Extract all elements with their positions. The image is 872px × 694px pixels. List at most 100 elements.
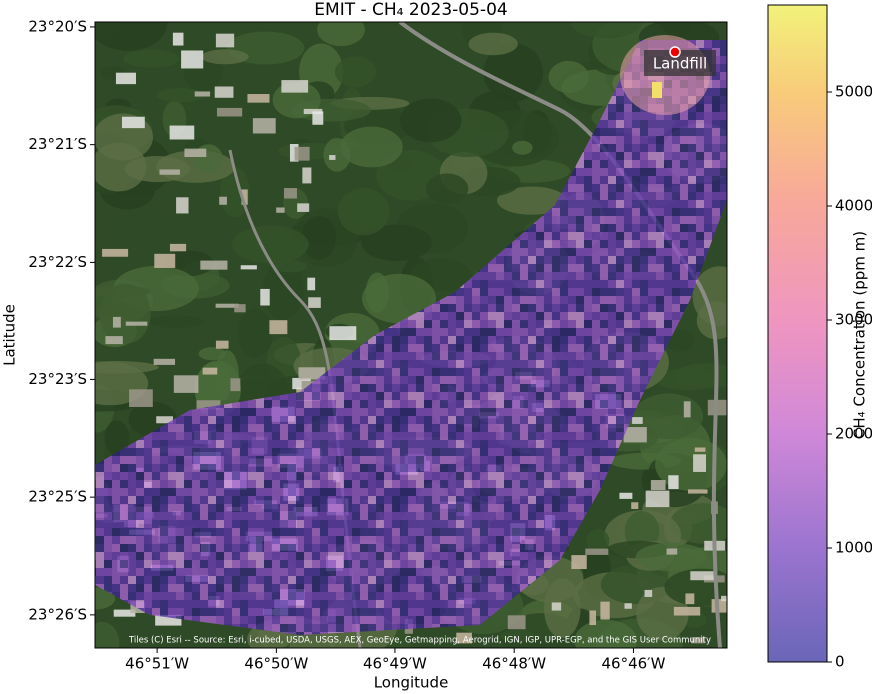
- urban-patch: [105, 336, 123, 345]
- urban-patch: [122, 116, 145, 129]
- terrain-patch: [201, 49, 249, 65]
- urban-patch: [644, 589, 653, 597]
- urban-patch: [125, 321, 148, 326]
- terrain-patch: [399, 98, 462, 143]
- urban-patch: [585, 548, 609, 555]
- terrain-patch: [123, 49, 180, 68]
- urban-patch: [200, 260, 228, 270]
- terrain-patch: [156, 88, 205, 103]
- urban-patch: [252, 118, 276, 134]
- plot-frame: [94, 21, 728, 649]
- urban-patch: [308, 297, 321, 308]
- terrain-patch: [425, 173, 469, 204]
- urban-patch: [650, 480, 666, 491]
- x-tick-label: 46°51′W: [125, 655, 189, 673]
- terrain-patch: [665, 329, 695, 352]
- urban-patch: [216, 107, 243, 117]
- terrain-patch: [95, 142, 147, 192]
- terrain-patch: [323, 137, 351, 172]
- urban-patch: [169, 243, 187, 252]
- urban-patch: [693, 454, 706, 472]
- terrain-patch: [104, 420, 130, 456]
- urban-patch: [184, 148, 207, 158]
- urban-patch: [155, 614, 182, 626]
- urban-patch: [240, 265, 257, 270]
- terrain-patch: [334, 56, 377, 87]
- urban-patch: [623, 427, 647, 443]
- urban-patch: [156, 416, 173, 424]
- urban-patch: [234, 304, 246, 313]
- colorbar-tick-label: 4000: [835, 196, 872, 214]
- urban-patch: [219, 196, 227, 205]
- urban-patch: [202, 367, 218, 375]
- y-axis-label: Latitude: [1, 304, 19, 366]
- urban-patch: [456, 632, 472, 644]
- attribution: Tiles (C) Esri -- Source: Esri, i-cubed,…: [128, 636, 711, 646]
- urban-patch: [102, 248, 129, 257]
- urban-patch: [113, 609, 136, 617]
- urban-patch: [194, 91, 211, 97]
- chart-title: EMIT - CH₄ 2023-05-04: [314, 0, 507, 20]
- terrain-patch: [273, 260, 307, 273]
- urban-patch: [619, 492, 633, 499]
- urban-patch: [153, 358, 176, 365]
- urban-patch: [691, 637, 705, 644]
- terrain-patch: [497, 186, 567, 215]
- urban-patch: [276, 207, 285, 213]
- terrain-patch: [95, 22, 168, 51]
- urban-patch: [707, 399, 727, 416]
- y-tick-label: 23°22′S: [28, 253, 87, 271]
- urban-patch: [683, 401, 691, 418]
- urban-patch: [283, 188, 297, 199]
- urban-patch: [294, 146, 310, 161]
- urban-patch: [129, 389, 153, 407]
- terrain-patch: [262, 260, 304, 320]
- urban-patch: [551, 602, 562, 611]
- urban-patch: [673, 606, 701, 616]
- colorbar-tick-label: 3000: [835, 310, 872, 328]
- y-tick-label: 23°23′S: [28, 370, 87, 388]
- y-tick-label: 23°21′S: [28, 135, 87, 153]
- colorbar-label: CH₄ Concentration (ppm m): [851, 231, 869, 439]
- urban-patch: [685, 593, 695, 605]
- urban-patch: [115, 72, 136, 85]
- urban-patch: [196, 400, 221, 410]
- terrain-patch: [635, 542, 708, 572]
- colorbar-tick-label: 2000: [835, 424, 872, 442]
- urban-patch: [721, 595, 727, 602]
- urban-patch: [687, 489, 708, 494]
- urban-patch: [297, 203, 310, 212]
- terrain-patch: [301, 215, 336, 260]
- urban-patch: [690, 571, 716, 581]
- landfill-marker: [669, 46, 681, 58]
- urban-patch: [645, 490, 670, 508]
- terrain-patch: [512, 140, 533, 155]
- x-tick-label: 46°50′W: [244, 655, 308, 673]
- y-tick-label: 23°26′S: [28, 605, 87, 623]
- terrain-patch: [99, 283, 151, 345]
- terrain-patch: [317, 22, 365, 47]
- urban-patch: [112, 316, 121, 328]
- terrain-patch: [198, 347, 226, 361]
- terrain-patch: [95, 360, 159, 374]
- urban-patch: [159, 169, 180, 175]
- terrain-patch: [500, 629, 535, 643]
- urban-patch: [329, 155, 336, 160]
- urban-patch: [312, 111, 324, 125]
- colorbar-tick-label: 5000: [835, 82, 872, 100]
- y-tick-label: 23°25′S: [28, 488, 87, 506]
- terrain-patch: [361, 224, 432, 262]
- urban-patch: [260, 288, 270, 306]
- urban-patch: [215, 33, 235, 48]
- urban-patch: [507, 615, 526, 630]
- terrain-patch: [570, 22, 643, 39]
- terrain-patch: [220, 167, 250, 218]
- x-axis-label: Longitude: [374, 674, 449, 692]
- urban-patch: [154, 253, 176, 268]
- urban-patch: [289, 143, 299, 162]
- urban-patch: [281, 80, 309, 93]
- urban-patch: [169, 125, 195, 140]
- urban-patch: [668, 475, 679, 490]
- urban-patch: [571, 555, 587, 570]
